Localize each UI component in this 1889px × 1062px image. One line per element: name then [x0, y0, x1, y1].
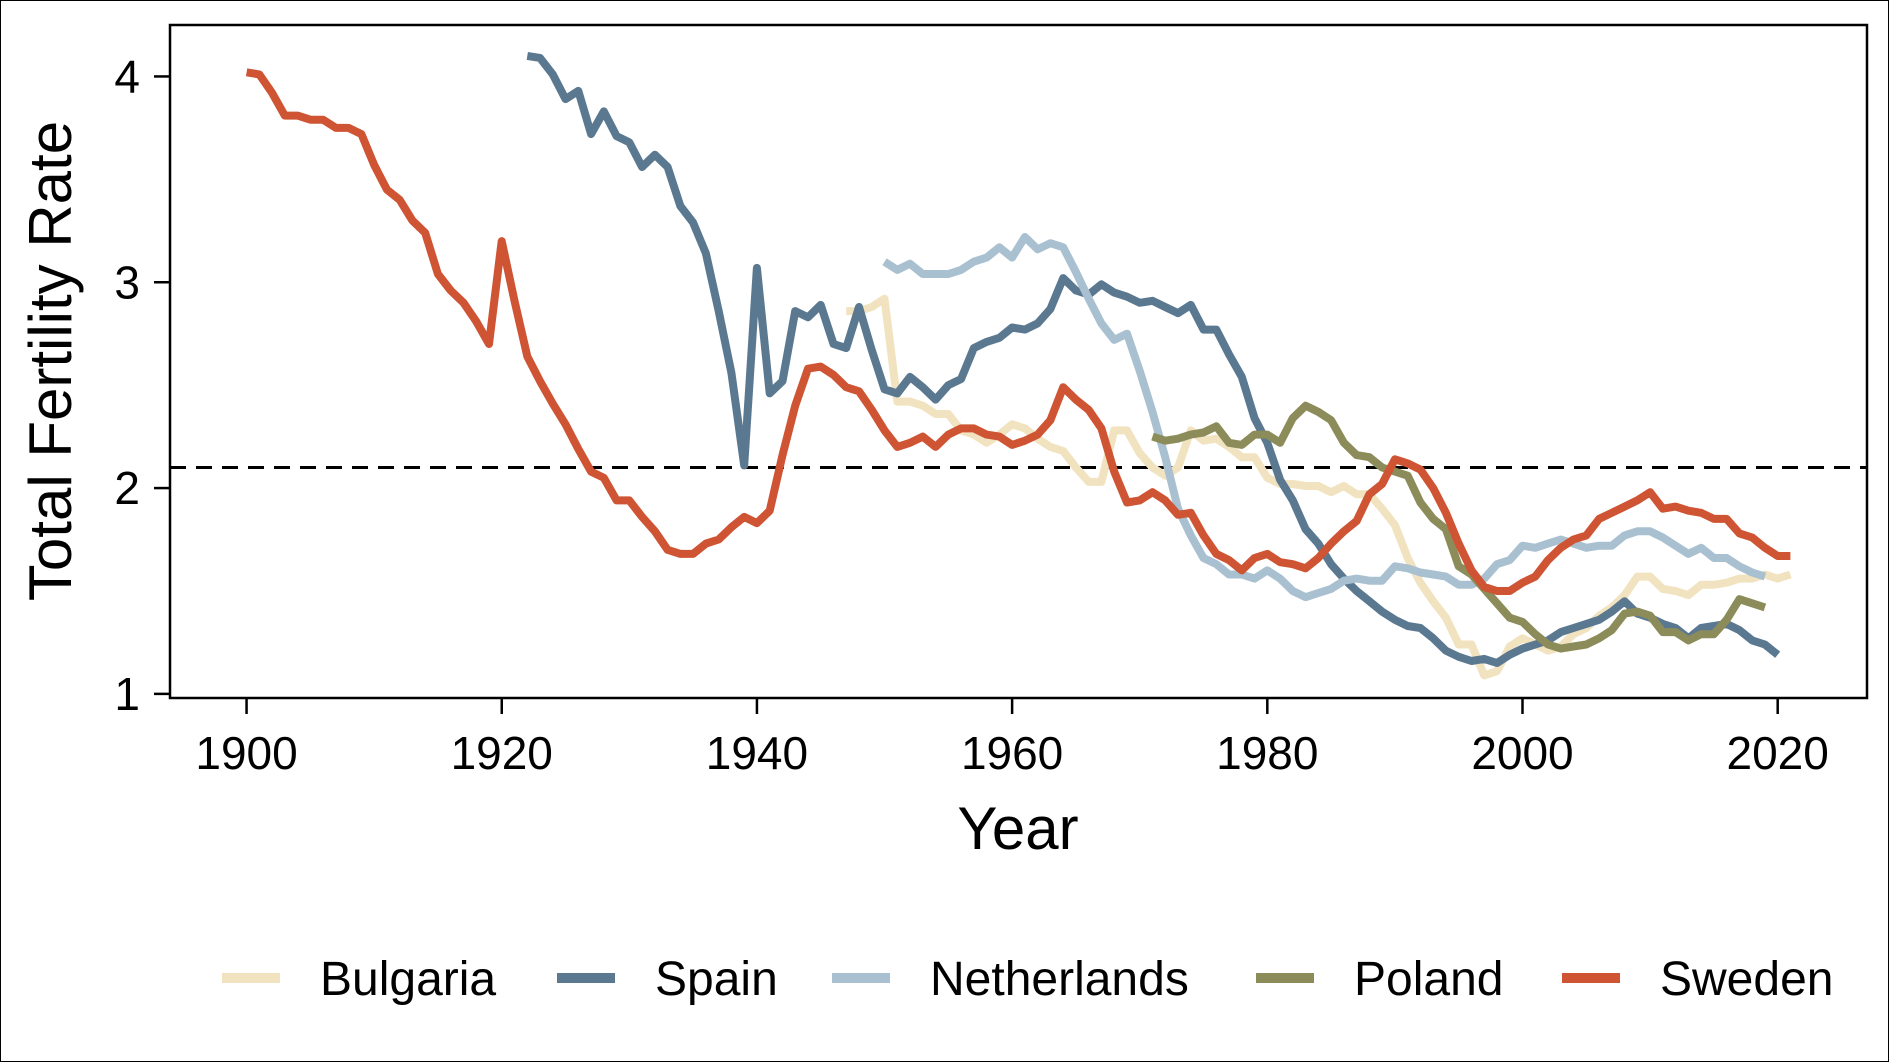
series-line-bulgaria [846, 294, 1792, 680]
legend: Bulgaria Spain Netherlands Poland Sweden [222, 953, 1833, 1006]
plot-area-border [168, 23, 1869, 700]
y-axis: 1 2 3 4 [114, 50, 170, 720]
x-axis: 1900 1920 1940 1960 1980 2000 2020 [195, 698, 1829, 779]
series-group [245, 51, 1792, 680]
series-line-netherlands [882, 233, 1767, 602]
y-axis-title: Total Fertility Rate [17, 121, 84, 601]
x-tick-label: 1960 [961, 727, 1063, 779]
x-tick-label: 2020 [1727, 727, 1829, 779]
legend-label-poland: Poland [1354, 953, 1503, 1006]
series-line-sweden [245, 68, 1791, 595]
series-line-spain [526, 51, 1781, 667]
legend-label-bulgaria: Bulgaria [320, 953, 496, 1006]
x-tick-label: 1900 [195, 727, 297, 779]
series-line-poland [1151, 401, 1767, 653]
legend-label-sweden: Sweden [1660, 953, 1833, 1006]
x-tick-label: 1940 [706, 727, 808, 779]
x-tick-label: 1980 [1216, 727, 1318, 779]
legend-label-netherlands: Netherlands [930, 953, 1189, 1006]
y-tick-label: 3 [114, 256, 140, 308]
x-tick-label: 2000 [1471, 727, 1573, 779]
y-tick-label: 1 [114, 668, 140, 720]
x-tick-label: 1920 [451, 727, 553, 779]
y-tick-label: 4 [114, 50, 140, 102]
legend-label-spain: Spain [655, 953, 778, 1006]
x-axis-title: Year [957, 795, 1078, 862]
y-tick-label: 2 [114, 462, 140, 514]
